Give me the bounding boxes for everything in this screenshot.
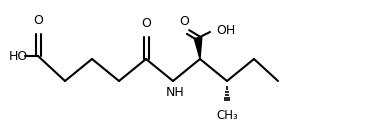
- Text: CH₃: CH₃: [216, 109, 238, 122]
- Text: OH: OH: [216, 25, 235, 37]
- Text: HO: HO: [9, 50, 28, 62]
- Text: O: O: [179, 15, 189, 28]
- Text: O: O: [33, 14, 43, 27]
- Polygon shape: [194, 38, 202, 59]
- Text: NH: NH: [166, 86, 185, 99]
- Text: O: O: [141, 17, 151, 30]
